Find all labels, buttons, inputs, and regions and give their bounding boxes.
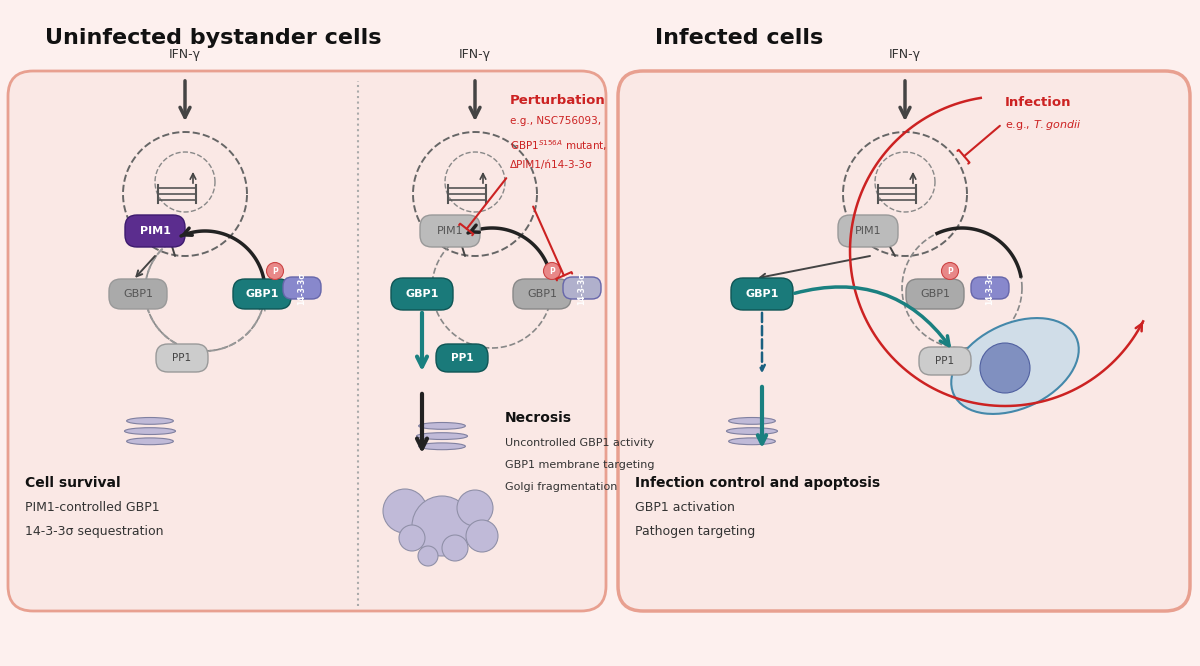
- FancyBboxPatch shape: [420, 215, 480, 247]
- FancyBboxPatch shape: [436, 344, 488, 372]
- FancyBboxPatch shape: [8, 71, 606, 611]
- Text: PP1: PP1: [936, 356, 954, 366]
- Text: PP1: PP1: [173, 353, 192, 363]
- Ellipse shape: [416, 433, 468, 440]
- Text: 14-3-3σ: 14-3-3σ: [577, 271, 587, 304]
- FancyBboxPatch shape: [906, 279, 964, 309]
- Text: Infection control and apoptosis: Infection control and apoptosis: [635, 476, 880, 490]
- Text: IFN-γ: IFN-γ: [169, 48, 202, 61]
- FancyBboxPatch shape: [391, 278, 454, 310]
- Circle shape: [412, 496, 472, 556]
- Circle shape: [457, 490, 493, 526]
- Text: PP1: PP1: [451, 353, 473, 363]
- Ellipse shape: [952, 318, 1079, 414]
- Circle shape: [544, 262, 560, 280]
- Ellipse shape: [127, 418, 173, 424]
- Text: PIM1: PIM1: [854, 226, 881, 236]
- Text: P: P: [947, 266, 953, 276]
- Text: e.g., NSC756093,: e.g., NSC756093,: [510, 116, 601, 126]
- Text: 14-3-3σ: 14-3-3σ: [298, 271, 306, 304]
- Text: PIM1: PIM1: [437, 226, 463, 236]
- Ellipse shape: [728, 418, 775, 424]
- Circle shape: [442, 535, 468, 561]
- Ellipse shape: [419, 443, 466, 450]
- Text: Pathogen targeting: Pathogen targeting: [635, 525, 755, 538]
- Text: GBP1: GBP1: [745, 289, 779, 299]
- Text: GBP1: GBP1: [527, 289, 557, 299]
- Circle shape: [418, 546, 438, 566]
- Text: Perturbation: Perturbation: [510, 94, 606, 107]
- FancyBboxPatch shape: [283, 277, 322, 299]
- Text: GBP1: GBP1: [406, 289, 439, 299]
- Text: PIM1-controlled GBP1: PIM1-controlled GBP1: [25, 501, 160, 514]
- FancyBboxPatch shape: [233, 279, 292, 309]
- Circle shape: [383, 489, 427, 533]
- FancyBboxPatch shape: [563, 277, 601, 299]
- FancyBboxPatch shape: [919, 347, 971, 375]
- Text: P: P: [550, 266, 554, 276]
- Text: Uninfected bystander cells: Uninfected bystander cells: [46, 28, 382, 48]
- Text: IFN-γ: IFN-γ: [458, 48, 491, 61]
- Ellipse shape: [127, 438, 173, 445]
- Text: GBP1$^{S156A}$ mutant,: GBP1$^{S156A}$ mutant,: [510, 138, 607, 153]
- Text: GBP1: GBP1: [124, 289, 154, 299]
- Ellipse shape: [728, 438, 775, 445]
- Circle shape: [942, 262, 959, 280]
- Text: Infection: Infection: [1006, 96, 1072, 109]
- Text: P: P: [272, 266, 278, 276]
- Text: Necrosis: Necrosis: [505, 411, 572, 425]
- FancyBboxPatch shape: [618, 71, 1190, 611]
- Circle shape: [266, 262, 283, 280]
- Ellipse shape: [419, 422, 466, 430]
- Text: GBP1: GBP1: [920, 289, 950, 299]
- Text: GBP1 activation: GBP1 activation: [635, 501, 734, 514]
- Text: e.g., $\it{T. gondii}$: e.g., $\it{T. gondii}$: [1006, 118, 1081, 132]
- FancyBboxPatch shape: [838, 215, 898, 247]
- Text: GBP1 membrane targeting: GBP1 membrane targeting: [505, 460, 654, 470]
- Text: 14-3-3σ sequestration: 14-3-3σ sequestration: [25, 525, 163, 538]
- Text: Infected cells: Infected cells: [655, 28, 823, 48]
- FancyBboxPatch shape: [971, 277, 1009, 299]
- FancyBboxPatch shape: [731, 278, 793, 310]
- Text: 14-3-3σ: 14-3-3σ: [985, 271, 995, 304]
- Circle shape: [466, 520, 498, 552]
- Circle shape: [398, 525, 425, 551]
- Ellipse shape: [125, 428, 175, 434]
- Ellipse shape: [726, 428, 778, 434]
- Text: ΔPIM1/ń14-3-3σ: ΔPIM1/ń14-3-3σ: [510, 160, 593, 170]
- FancyBboxPatch shape: [109, 279, 167, 309]
- Text: Golgi fragmentation: Golgi fragmentation: [505, 482, 617, 492]
- Text: Uncontrolled GBP1 activity: Uncontrolled GBP1 activity: [505, 438, 654, 448]
- Text: PIM1: PIM1: [139, 226, 170, 236]
- FancyBboxPatch shape: [514, 279, 571, 309]
- Text: IFN-γ: IFN-γ: [889, 48, 922, 61]
- Text: GBP1: GBP1: [245, 289, 278, 299]
- Text: Cell survival: Cell survival: [25, 476, 121, 490]
- FancyBboxPatch shape: [156, 344, 208, 372]
- FancyBboxPatch shape: [125, 215, 185, 247]
- Circle shape: [980, 343, 1030, 393]
